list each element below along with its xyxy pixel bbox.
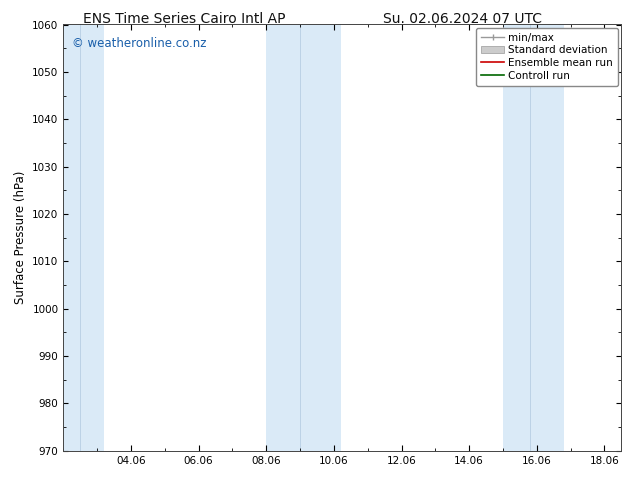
Legend: min/max, Standard deviation, Ensemble mean run, Controll run: min/max, Standard deviation, Ensemble me… [476, 27, 618, 86]
Bar [300, 24, 340, 451]
Y-axis label: Surface Pressure (hPa): Surface Pressure (hPa) [14, 171, 27, 304]
Bar [63, 24, 81, 451]
Bar [530, 24, 564, 451]
Bar [266, 24, 300, 451]
Text: ENS Time Series Cairo Intl AP: ENS Time Series Cairo Intl AP [82, 12, 285, 26]
Bar [81, 24, 104, 451]
Text: © weatheronline.co.nz: © weatheronline.co.nz [72, 37, 206, 50]
Text: Su. 02.06.2024 07 UTC: Su. 02.06.2024 07 UTC [384, 12, 542, 26]
Bar [503, 24, 530, 451]
